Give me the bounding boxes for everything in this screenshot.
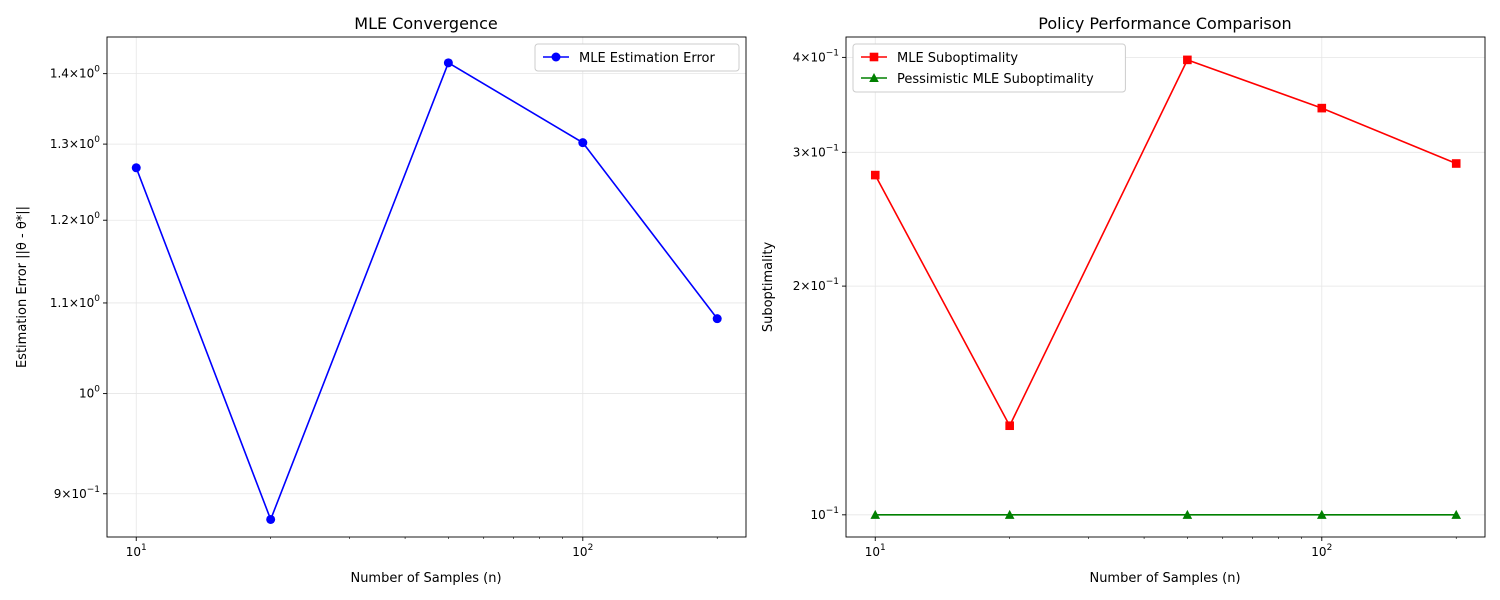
- chart-title: MLE Convergence: [354, 14, 497, 33]
- y-tick-label: 9×10−1: [54, 485, 100, 501]
- data-point: [1183, 55, 1192, 65]
- y-tick-label: 4×10−1: [793, 48, 839, 64]
- chart-mle-convergence: MLE Convergence Number of Samples (n) Es…: [15, 14, 747, 586]
- data-point: [1317, 103, 1327, 113]
- legend-box: [534, 43, 740, 72]
- data-point: [443, 58, 453, 68]
- legend: MLE Estimation Error: [534, 43, 740, 72]
- series-line: [874, 58, 1457, 428]
- y-tick-label: 1.2×100: [50, 211, 100, 227]
- chart-title: Policy Performance Comparison: [1038, 14, 1291, 33]
- y-tick-label: 3×10−1: [793, 143, 839, 159]
- data-point: [1451, 509, 1462, 519]
- data-point: [266, 514, 276, 524]
- legend-marker: [869, 73, 879, 82]
- y-tick-label: 1.1×100: [50, 294, 100, 310]
- x-tick-label: 102: [1311, 543, 1332, 559]
- y-tick-label: 10−1: [810, 506, 839, 522]
- data-point: [1004, 509, 1015, 519]
- y-axis-label: Estimation Error ||θ - θ*||: [15, 206, 30, 368]
- legend-marker: [551, 52, 561, 62]
- legend-marker: [869, 52, 879, 62]
- legend-label: MLE Suboptimality: [897, 51, 1018, 66]
- y-tick-label: 100: [79, 385, 100, 401]
- data-point: [1005, 421, 1014, 431]
- chart-policy-performance: Policy Performance Comparison Number of …: [761, 14, 1486, 586]
- legend: MLE Suboptimality Pessimistic MLE Subopti…: [852, 43, 1126, 93]
- plot-frame: [106, 36, 747, 538]
- x-tick-label: 101: [865, 543, 886, 559]
- x-axis-label: Number of Samples (n): [350, 571, 501, 586]
- x-axis-label: Number of Samples (n): [1089, 571, 1240, 586]
- y-axis-label: Suboptimality: [761, 242, 776, 333]
- data-point: [1316, 509, 1327, 519]
- y-tick-label: 2×10−1: [793, 277, 839, 293]
- y-tick-label: 1.4×100: [50, 65, 100, 81]
- legend-label: Pessimistic MLE Suboptimality: [897, 72, 1094, 87]
- y-tick-label: 1.3×100: [50, 135, 100, 151]
- data-point: [131, 163, 141, 173]
- legend-box: [852, 43, 1126, 93]
- series-line: [135, 61, 718, 522]
- data-point: [712, 314, 722, 324]
- plot-frame: [845, 36, 1486, 538]
- data-point: [870, 509, 881, 519]
- data-point: [1182, 509, 1193, 519]
- x-tick-label: 101: [126, 543, 147, 559]
- data-point: [1451, 159, 1461, 168]
- legend-label: MLE Estimation Error: [579, 51, 716, 66]
- data-point: [578, 138, 588, 148]
- x-tick-label: 102: [572, 543, 593, 559]
- data-point: [870, 170, 880, 180]
